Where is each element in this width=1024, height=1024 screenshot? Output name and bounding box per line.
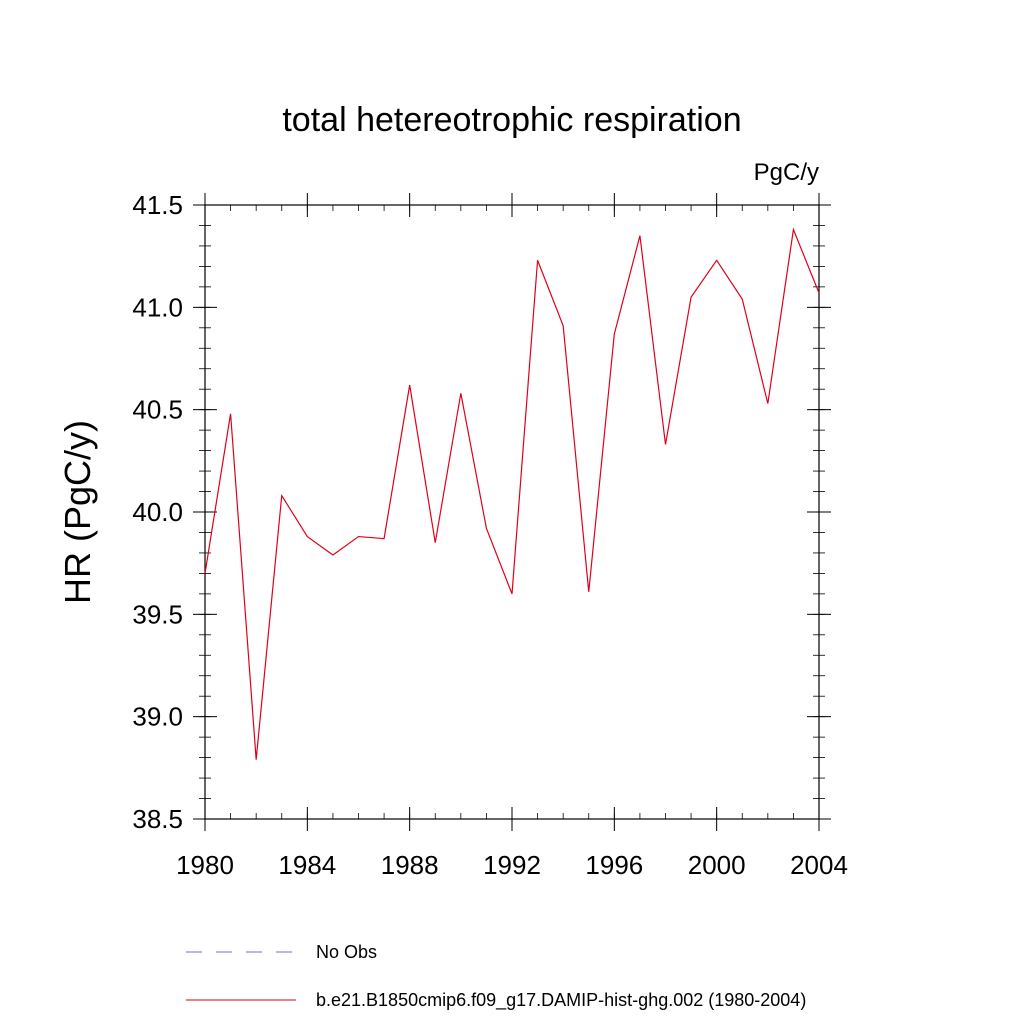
y-tick-label: 41.5 [132,190,183,220]
y-tick-label: 39.0 [132,702,183,732]
y-tick-label: 40.0 [132,497,183,527]
legend-label-no-obs: No Obs [316,942,377,962]
x-tick-label: 2004 [790,850,848,880]
series-line-1 [204,227,820,760]
y-tick-label: 39.5 [132,599,183,629]
x-tick-labels: 1980 1984 1988 1992 1996 2000 2004 [176,850,848,880]
x-tick-label: 1996 [585,850,643,880]
y-tick-label: 41.0 [132,292,183,322]
units-label: PgC/y [754,159,819,186]
y-tick-label: 38.5 [132,804,183,834]
y-tick-labels: 38.5 39.0 39.5 40.0 40.5 41.0 41.5 [132,190,183,834]
y-axis-label: HR (PgC/y) [57,420,98,604]
x-tick-label: 1992 [483,850,541,880]
x-tick-label: 2000 [688,850,746,880]
series-lines [204,227,820,760]
x-tick-label: 1984 [278,850,336,880]
legend: No Obs b.e21.B1850cmip6.f09_g17.DAMIP-hi… [186,942,806,1011]
y-tick-label: 40.5 [132,395,183,425]
x-tick-label: 1980 [176,850,234,880]
x-tick-label: 1988 [381,850,439,880]
legend-label-model-run: b.e21.B1850cmip6.f09_g17.DAMIP-hist-ghg.… [316,990,806,1011]
chart-title: total hetereotrophic respiration [282,101,741,139]
plot-frame [204,204,820,820]
